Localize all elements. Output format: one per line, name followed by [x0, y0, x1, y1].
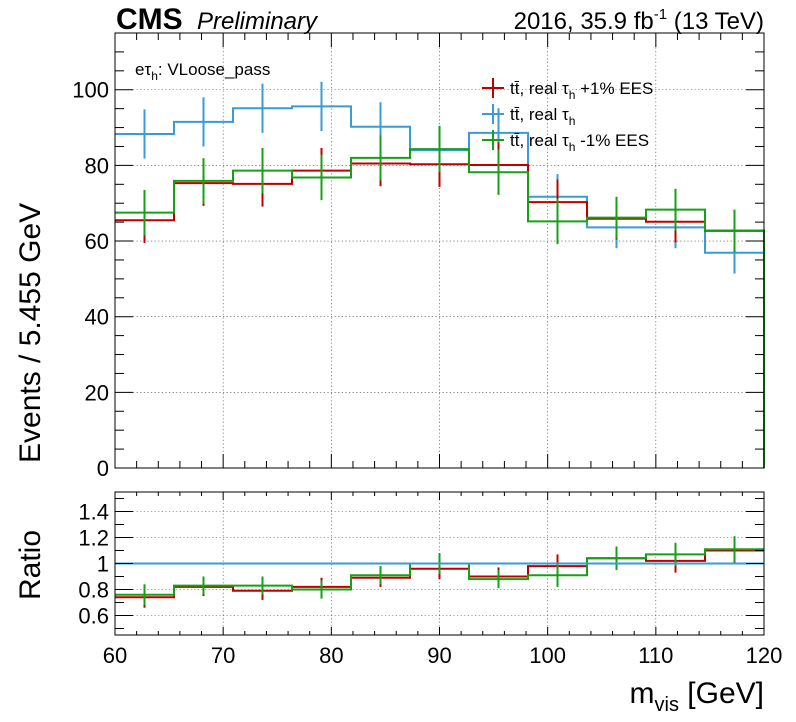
ratio-y-tick-label: 1.4 [78, 500, 109, 525]
main-series-down [115, 148, 765, 468]
main-histograms [115, 81, 765, 468]
category-suffix: : VLoose_pass [158, 60, 270, 79]
legend-label-sub: h [569, 114, 576, 128]
lumi-label: 2016, 35.9 fb-1 (13 TeV) [514, 6, 764, 35]
category-prefix: e [135, 60, 144, 79]
x-tick-label: 120 [746, 643, 783, 668]
lumi-prefix: 2016, 35.9 fb [514, 8, 654, 35]
main-y-tick-label: 80 [85, 153, 109, 178]
main-y-tick-label: 20 [85, 380, 109, 405]
preliminary-label: Preliminary [197, 8, 319, 35]
main-frame [114, 32, 765, 469]
ratio-y-axis-title: Ratio [14, 530, 47, 600]
legend-label-sub: h [569, 88, 576, 102]
main-y-tick-label: 0 [97, 456, 109, 481]
legend-label-up: tt̄, real τh +1% EES [510, 79, 653, 102]
x-axis-title-sub: vis [655, 694, 679, 716]
x-tick-label: 70 [211, 643, 235, 668]
legend-label-part: tt̄, real τ [510, 131, 569, 150]
lumi-suffix: (13 TeV) [667, 8, 764, 35]
ratio-y-tick-label: 0.6 [78, 604, 109, 629]
category-sub: h [151, 69, 158, 83]
main-y-tick-label: 100 [72, 78, 109, 103]
x-tick-label: 60 [103, 643, 127, 668]
x-tick-label: 80 [319, 643, 343, 668]
x-tick-label: 90 [427, 643, 451, 668]
main-y-tick-label: 60 [85, 229, 109, 254]
cms-label: CMS [116, 3, 183, 36]
legend-label-tail: -1% EES [575, 131, 649, 150]
ratio-axis-ticks: 60 70 80 90 100 110 120 0.60.811.21.4 [78, 492, 782, 668]
ratio-y-tick-label: 1.2 [78, 526, 109, 551]
main-y-axis-title: Events / 5.455 GeV [14, 203, 47, 463]
legend-label-sub: h [569, 140, 576, 154]
main-y-tick-label: 40 [85, 305, 109, 330]
ratio-frame [114, 491, 765, 636]
x-axis-title: mvis [GeV] [630, 677, 765, 716]
category-annotation: eτh: VLoose_pass [135, 60, 270, 83]
legend-label-part: tt̄, real τ [510, 79, 569, 98]
ratio-y-tick-label: 0.8 [78, 578, 109, 603]
category-tau: τ [144, 60, 151, 79]
legend-label-down: tt̄, real τh -1% EES [510, 131, 649, 154]
legend-label-part: tt̄, real τ [510, 105, 569, 124]
x-axis-title-unit: [GeV] [679, 677, 764, 710]
x-axis-title-main: m [630, 677, 655, 710]
ratio-y-tick-label: 1 [97, 552, 109, 577]
main-gridlines [115, 33, 764, 468]
legend-label-nominal: tt̄, real τh [510, 105, 575, 128]
ratio-histograms [115, 536, 764, 608]
x-tick-label: 100 [529, 643, 566, 668]
x-tick-label: 110 [638, 643, 673, 668]
lumi-exponent: -1 [654, 6, 667, 23]
legend-label-tail: +1% EES [575, 79, 653, 98]
main-axis-ticks: 0 20 40 60 80 100 [72, 32, 765, 481]
